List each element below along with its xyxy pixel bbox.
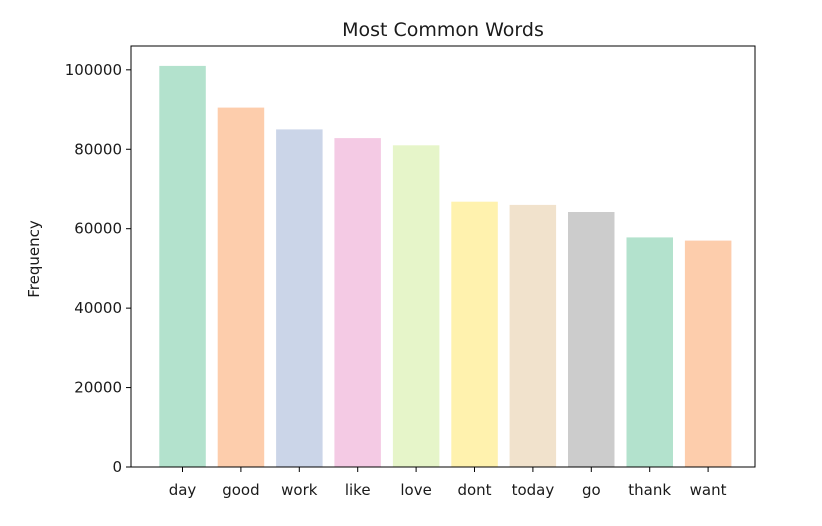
x-tick-label: dont	[457, 481, 491, 499]
bars-group	[159, 65, 732, 468]
y-tick-label: 40000	[74, 299, 122, 317]
bar-like	[334, 138, 381, 467]
x-axis-ticks: day good work like love dont today go thank want	[169, 467, 727, 499]
bar-dont	[451, 201, 498, 467]
bar-go	[568, 212, 615, 467]
x-tick-label: want	[690, 481, 727, 499]
bar-thank	[626, 237, 673, 467]
chart-title: Most Common Words	[342, 19, 544, 41]
x-tick-label: love	[400, 481, 431, 499]
x-tick-label: go	[582, 481, 601, 499]
x-tick-label: like	[345, 481, 371, 499]
x-tick-label: thank	[628, 481, 671, 499]
y-tick-label: 100000	[65, 61, 122, 79]
y-tick-label: 60000	[74, 220, 122, 238]
bar-work	[276, 129, 323, 467]
bar-today	[509, 204, 557, 467]
y-tick-label: 80000	[74, 140, 122, 158]
y-tick-label: 0	[112, 458, 122, 476]
bar-good	[217, 107, 265, 467]
y-axis-ticks: 0 20000 40000 60000 80000 100000	[65, 61, 131, 476]
x-tick-label: day	[169, 481, 197, 499]
x-tick-label: work	[281, 481, 318, 499]
y-axis-label: Frequency	[25, 220, 43, 298]
bar-love	[392, 145, 440, 468]
plot-frame	[130, 45, 756, 468]
y-tick-label: 20000	[74, 379, 122, 397]
bar-day	[159, 65, 206, 468]
x-tick-label: today	[512, 481, 555, 499]
bar-want	[684, 240, 732, 467]
x-tick-label: good	[222, 481, 259, 499]
